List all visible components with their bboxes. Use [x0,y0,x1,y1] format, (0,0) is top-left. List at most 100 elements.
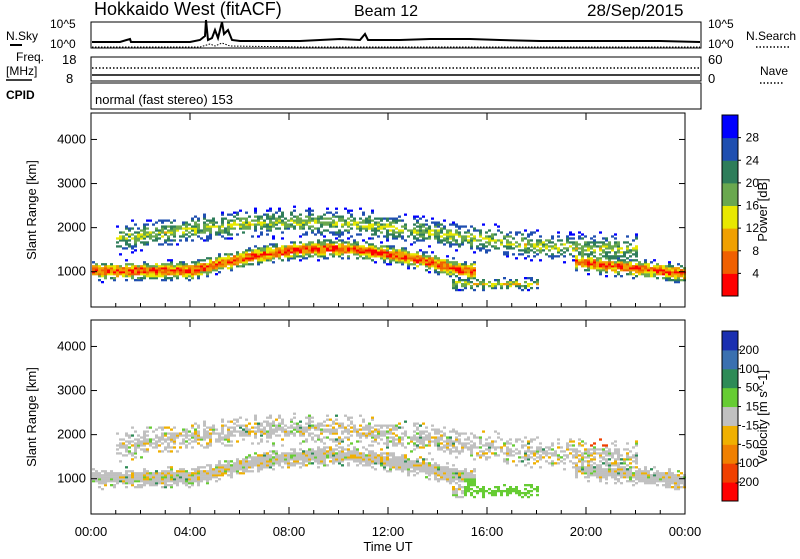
velocity-cell [386,452,389,454]
velocity-cell [572,462,575,464]
power-cell [155,275,158,277]
power-cell [365,221,368,223]
power-cell [422,237,425,239]
velocity-cell [557,462,560,464]
velocity-cell [410,450,413,452]
power-cell [572,233,575,235]
velocity-cell [152,482,155,484]
velocity-cell [167,446,170,448]
power-cell [116,271,119,273]
power-cell [245,219,248,221]
power-cell [206,237,209,239]
velocity-cell [338,442,341,444]
power-cell [365,241,368,243]
power-cell [200,273,203,275]
power-cell [458,265,461,267]
velocity-cell [143,432,146,434]
power-cell [176,225,179,227]
velocity-cell [329,454,332,456]
power-cell [467,281,470,283]
power-cell [455,283,458,285]
velocity-cell [347,458,350,460]
power-cell [365,225,368,227]
velocity-cell [350,452,353,454]
velocity-cell [548,462,551,464]
power-cell [608,263,611,265]
power-cell [299,259,302,261]
velocity-cell [335,458,338,460]
power-cell [464,237,467,239]
velocity-cell [302,454,305,456]
velocity-cell [371,462,374,464]
power-cell [437,239,440,241]
velocity-cell [629,476,632,478]
velocity-cell [104,474,107,476]
velocity-cell [527,454,530,456]
velocity-cell [119,480,122,482]
velocity-cell [110,484,113,486]
power-cell [239,219,242,221]
power-cell [638,273,641,275]
power-cell [131,247,134,249]
power-cell [260,253,263,255]
power-cell [116,237,119,239]
velocity-cell [416,466,419,468]
power-cell [215,263,218,265]
power-cell [614,245,617,247]
power-cell [461,235,464,237]
power-cell [284,251,287,253]
power-cell [239,253,242,255]
velocity-cell [599,456,602,458]
power-cell [278,249,281,251]
power-cell [317,245,320,247]
velocity-cell [425,470,428,472]
power-cell [143,233,146,235]
power-cell [254,255,257,257]
power-cell [323,255,326,257]
velocity-cell [269,417,272,419]
power-cell [170,273,173,275]
velocity-cell [593,448,596,450]
velocity-cell [521,460,524,462]
velocity-cell [299,456,302,458]
velocity-cell [554,462,557,464]
power-cell [290,249,293,251]
power-cell [332,241,335,243]
velocity-cell [146,442,149,444]
power-cell [266,229,269,231]
velocity-cell [290,430,293,432]
power-cell [125,237,128,239]
velocity-cell [383,466,386,468]
velocity-cell [323,462,326,464]
power-cell [428,257,431,259]
power-cell [227,223,230,225]
power-cell [458,225,461,227]
power-cell [293,225,296,227]
power-cell [473,227,476,229]
velocity-cell [104,484,107,486]
power-cell [200,265,203,267]
power-cell [593,241,596,243]
velocity-cell [377,460,380,462]
power-cell [611,247,614,249]
power-cell [275,243,278,245]
power-cell [512,283,515,285]
power-cell [323,223,326,225]
velocity-cell [302,432,305,434]
velocity-cell [653,482,656,484]
power-cell [605,275,608,277]
velocity-cell [485,490,488,492]
velocity-cell [122,478,125,480]
power-cell [167,265,170,267]
power-cell [476,283,479,285]
velocity-cell [95,474,98,476]
power-cell [515,285,518,287]
velocity-cell [470,492,473,494]
power-cell [176,263,179,265]
power-cell [272,249,275,251]
power-cell [356,243,359,245]
velocity-cell [227,462,230,464]
velocity-cell [188,486,191,488]
velocity-cell [224,468,227,470]
velocity-cell [620,482,623,484]
